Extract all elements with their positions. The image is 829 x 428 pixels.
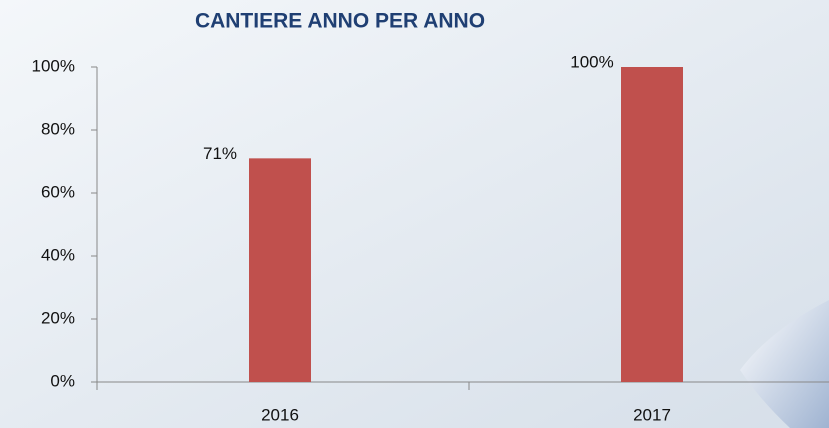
y-tick-label: 20%: [41, 308, 75, 327]
y-tick-label: 40%: [41, 245, 75, 264]
bar: [249, 158, 311, 382]
page-curl: [740, 300, 829, 428]
y-tick-label: 0%: [50, 371, 75, 390]
x-tick-label: 2017: [633, 405, 671, 424]
y-tick-label: 100%: [32, 56, 75, 75]
y-tick-label: 80%: [41, 119, 75, 138]
data-label: 100%: [570, 52, 613, 71]
y-tick-label: 60%: [41, 182, 75, 201]
data-label: 71%: [203, 144, 237, 163]
x-tick-label: 2016: [261, 405, 299, 424]
chart-title: CANTIERE ANNO PER ANNO: [195, 10, 485, 33]
bar: [621, 67, 683, 382]
